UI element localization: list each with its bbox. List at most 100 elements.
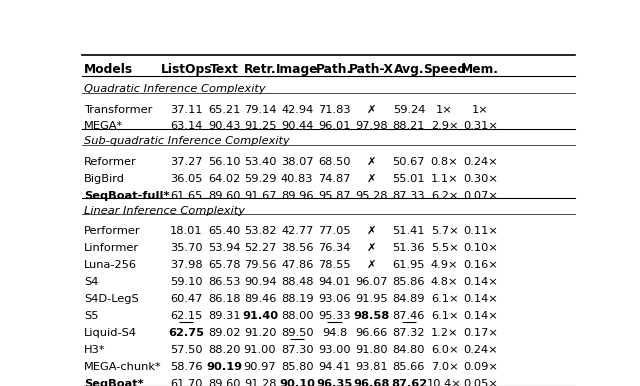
Text: 91.00: 91.00 (244, 345, 276, 355)
Text: 37.11: 37.11 (170, 105, 202, 115)
Text: Reformer: Reformer (84, 157, 137, 167)
Text: 91.20: 91.20 (244, 328, 276, 338)
Text: 0.11×: 0.11× (463, 227, 498, 236)
Text: S4: S4 (84, 277, 99, 287)
Text: 51.36: 51.36 (392, 243, 425, 253)
Text: 6.0×: 6.0× (431, 345, 458, 355)
Text: 51.41: 51.41 (392, 227, 425, 236)
Text: 0.30×: 0.30× (463, 174, 498, 184)
Text: 88.48: 88.48 (281, 277, 314, 287)
Text: 96.66: 96.66 (356, 328, 388, 338)
Text: 96.07: 96.07 (355, 277, 388, 287)
Text: 10.4×: 10.4× (427, 379, 462, 386)
Text: 91.25: 91.25 (244, 122, 276, 132)
Text: ✗: ✗ (367, 227, 376, 236)
Text: 63.14: 63.14 (170, 122, 202, 132)
Text: 87.33: 87.33 (392, 191, 425, 201)
Text: 90.44: 90.44 (281, 122, 314, 132)
Text: Transformer: Transformer (84, 105, 152, 115)
Text: BigBird: BigBird (84, 174, 125, 184)
Text: ListOps: ListOps (161, 63, 212, 76)
Text: 95.28: 95.28 (355, 191, 388, 201)
Text: 96.68: 96.68 (353, 379, 390, 386)
Text: Performer: Performer (84, 227, 141, 236)
Text: ✗: ✗ (367, 105, 376, 115)
Text: 5.5×: 5.5× (431, 243, 458, 253)
Text: 42.94: 42.94 (281, 105, 314, 115)
Text: 87.46: 87.46 (393, 311, 425, 321)
Text: 4.8×: 4.8× (431, 277, 458, 287)
Text: 0.24×: 0.24× (463, 345, 497, 355)
Text: 90.94: 90.94 (244, 277, 276, 287)
Text: 61.65: 61.65 (170, 191, 202, 201)
Text: 65.40: 65.40 (208, 227, 241, 236)
Text: SeqBoat-full*: SeqBoat-full* (84, 191, 170, 201)
Text: 85.80: 85.80 (281, 362, 314, 372)
Text: 91.95: 91.95 (355, 294, 388, 304)
Text: 1.2×: 1.2× (431, 328, 458, 338)
Text: 37.98: 37.98 (170, 260, 202, 270)
Text: 37.27: 37.27 (170, 157, 202, 167)
Text: 88.00: 88.00 (281, 311, 314, 321)
Text: SeqBoat*: SeqBoat* (84, 379, 143, 386)
Text: 89.02: 89.02 (208, 328, 241, 338)
Text: 1×: 1× (472, 105, 489, 115)
Text: 64.02: 64.02 (208, 174, 241, 184)
Text: 88.21: 88.21 (392, 122, 425, 132)
Text: 38.07: 38.07 (281, 157, 314, 167)
Text: 35.70: 35.70 (170, 243, 202, 253)
Text: 79.14: 79.14 (244, 105, 276, 115)
Text: 95.33: 95.33 (318, 311, 351, 321)
Text: 84.89: 84.89 (392, 294, 425, 304)
Text: 50.67: 50.67 (392, 157, 425, 167)
Text: 6.2×: 6.2× (431, 191, 458, 201)
Text: 53.94: 53.94 (208, 243, 241, 253)
Text: 58.76: 58.76 (170, 362, 202, 372)
Text: ✗: ✗ (367, 243, 376, 253)
Text: 86.18: 86.18 (208, 294, 241, 304)
Text: 90.19: 90.19 (206, 362, 243, 372)
Text: Luna-256: Luna-256 (84, 260, 137, 270)
Text: 5.7×: 5.7× (431, 227, 458, 236)
Text: 89.60: 89.60 (208, 379, 241, 386)
Text: 91.80: 91.80 (355, 345, 388, 355)
Text: 0.05×: 0.05× (463, 379, 498, 386)
Text: Avg.: Avg. (394, 63, 424, 76)
Text: Text: Text (210, 63, 239, 76)
Text: 56.10: 56.10 (208, 157, 241, 167)
Text: Image: Image (276, 63, 319, 76)
Text: 4.9×: 4.9× (431, 260, 458, 270)
Text: 6.1×: 6.1× (431, 311, 458, 321)
Text: MEGA-chunk*: MEGA-chunk* (84, 362, 161, 372)
Text: Quadratic Inference Complexity: Quadratic Inference Complexity (84, 84, 266, 94)
Text: ✗: ✗ (367, 157, 376, 167)
Text: 65.21: 65.21 (208, 105, 241, 115)
Text: 90.43: 90.43 (208, 122, 241, 132)
Text: 88.19: 88.19 (281, 294, 314, 304)
Text: 90.97: 90.97 (244, 362, 276, 372)
Text: 61.95: 61.95 (392, 260, 425, 270)
Text: S4D-LegS: S4D-LegS (84, 294, 139, 304)
Text: 36.05: 36.05 (170, 174, 202, 184)
Text: 6.1×: 6.1× (431, 294, 458, 304)
Text: 1.1×: 1.1× (431, 174, 458, 184)
Text: 74.87: 74.87 (318, 174, 351, 184)
Text: 40.83: 40.83 (281, 174, 314, 184)
Text: Path-X: Path-X (349, 63, 394, 76)
Text: 0.09×: 0.09× (463, 362, 498, 372)
Text: 95.87: 95.87 (318, 191, 351, 201)
Text: 0.16×: 0.16× (463, 260, 498, 270)
Text: 62.75: 62.75 (168, 328, 204, 338)
Text: Linear Inference Complexity: Linear Inference Complexity (84, 206, 245, 216)
Text: Linformer: Linformer (84, 243, 139, 253)
Text: 94.41: 94.41 (318, 362, 351, 372)
Text: 90.10: 90.10 (279, 379, 316, 386)
Text: 0.31×: 0.31× (463, 122, 498, 132)
Text: 87.30: 87.30 (281, 345, 314, 355)
Text: 91.40: 91.40 (242, 311, 278, 321)
Text: Retr.: Retr. (244, 63, 276, 76)
Text: 0.07×: 0.07× (463, 191, 498, 201)
Text: 42.77: 42.77 (281, 227, 314, 236)
Text: S5: S5 (84, 311, 99, 321)
Text: 96.01: 96.01 (318, 122, 351, 132)
